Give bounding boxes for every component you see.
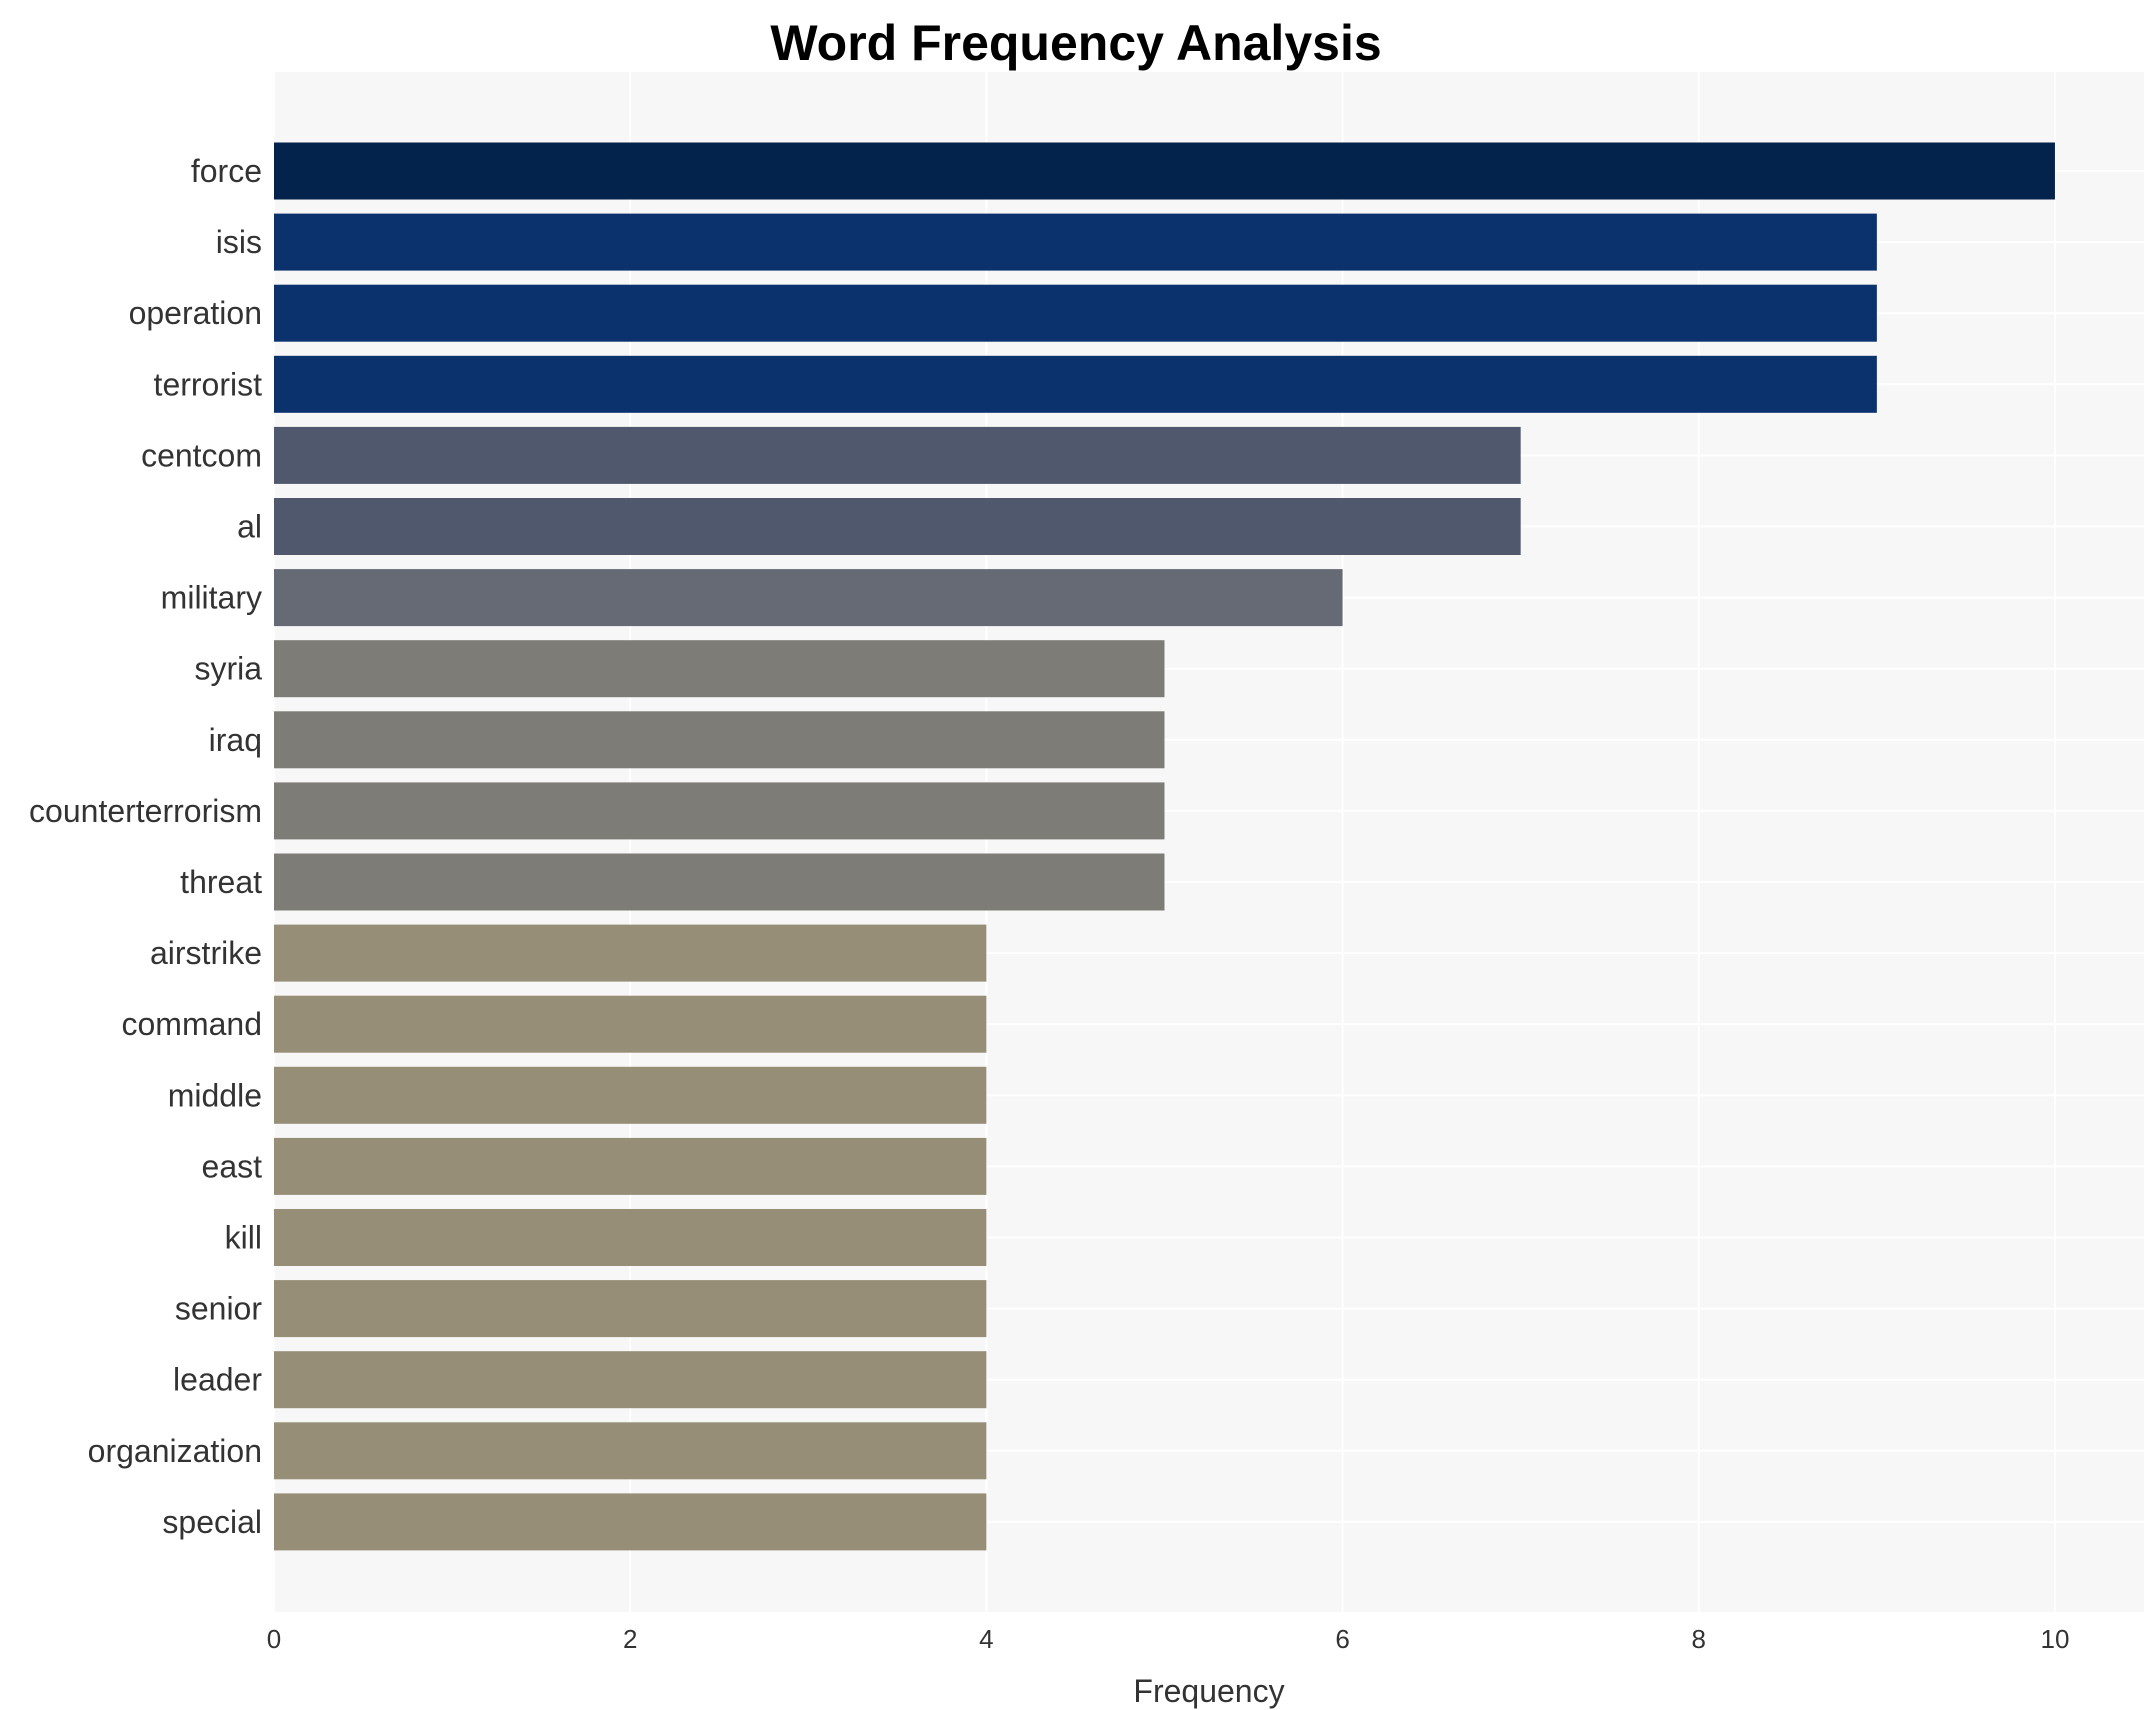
bar-iraq <box>274 711 1165 769</box>
bar-operation <box>274 284 1877 342</box>
bar-threat <box>274 853 1165 911</box>
bar-special <box>274 1493 987 1551</box>
category-label-special: special <box>162 1504 262 1540</box>
category-label-senior: senior <box>175 1291 263 1327</box>
bars <box>274 142 2055 1551</box>
bar-terrorist <box>274 355 1877 413</box>
x-tick-label: 2 <box>623 1624 637 1654</box>
bar-kill <box>274 1209 987 1266</box>
bar-counterterrorism <box>274 782 1165 840</box>
bar-centcom <box>274 426 1521 484</box>
bar-leader <box>274 1351 987 1409</box>
bar-middle <box>274 1066 987 1124</box>
category-label-leader: leader <box>173 1362 262 1398</box>
x-tick-label: 8 <box>1692 1624 1706 1654</box>
category-label-centcom: centcom <box>141 437 262 473</box>
category-label-threat: threat <box>180 864 262 900</box>
category-label-syria: syria <box>194 651 262 687</box>
x-tick-label: 10 <box>2040 1624 2069 1654</box>
category-label-terrorist: terrorist <box>154 366 263 402</box>
bar-organization <box>274 1422 987 1480</box>
category-labels: force isis operation terrorist centcom al mili… <box>29 153 262 1540</box>
category-label-iraq: iraq <box>209 722 262 758</box>
category-label-counterterrorism: counterterrorism <box>29 793 262 829</box>
bar-military <box>274 569 1343 627</box>
bar-east <box>274 1137 987 1195</box>
bar-isis <box>274 213 1877 271</box>
bar-command <box>274 995 987 1053</box>
category-label-force: force <box>191 153 262 189</box>
category-label-isis: isis <box>216 224 262 260</box>
bar-airstrike <box>274 924 987 982</box>
bar-senior <box>274 1280 987 1338</box>
bar-force <box>274 142 2055 200</box>
x-axis-label: Frequency <box>1133 1673 1284 1709</box>
x-tick-label: 4 <box>979 1624 993 1654</box>
category-label-airstrike: airstrike <box>150 935 262 971</box>
bar-al <box>274 498 1521 555</box>
category-label-middle: middle <box>168 1077 262 1113</box>
category-label-command: command <box>122 1006 263 1042</box>
bar-syria <box>274 640 1165 698</box>
category-label-military: military <box>161 580 262 616</box>
category-label-kill: kill <box>225 1220 262 1256</box>
x-tick-label: 0 <box>267 1624 281 1654</box>
category-label-al: al <box>237 509 262 545</box>
x-tick-label: 6 <box>1335 1624 1349 1654</box>
x-tick-labels: 0 2 4 6 8 10 <box>267 1624 2070 1654</box>
chart-title: Word Frequency Analysis <box>770 15 1382 71</box>
category-label-organization: organization <box>88 1433 262 1469</box>
category-label-east: east <box>202 1148 263 1184</box>
category-label-operation: operation <box>129 295 262 331</box>
